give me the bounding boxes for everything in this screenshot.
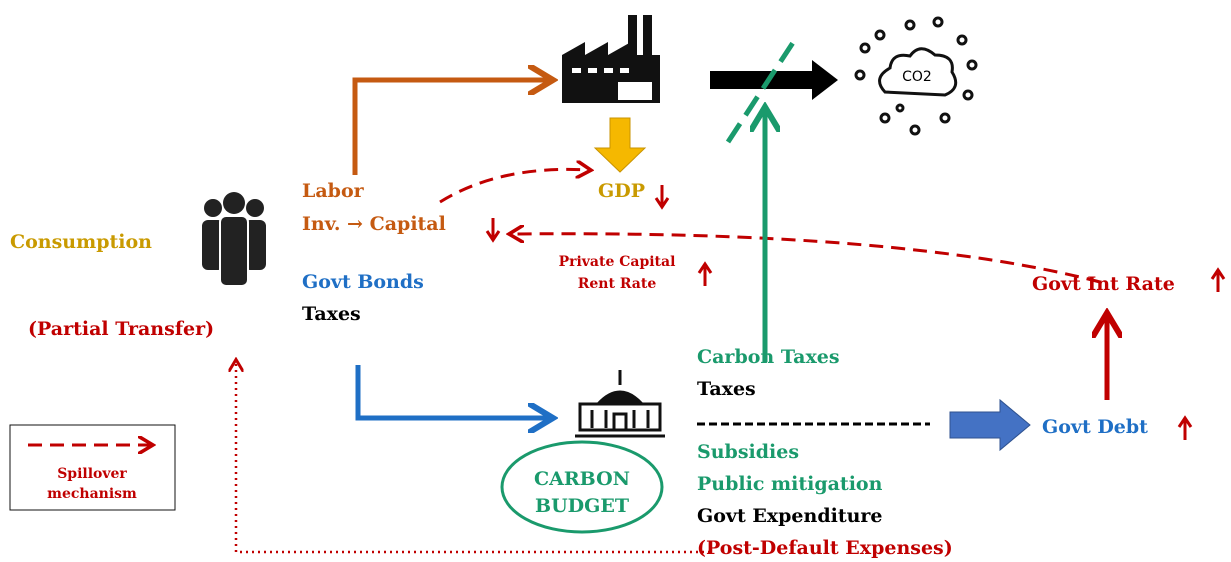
gdp-label: GDP <box>598 180 645 202</box>
spending-label: Public mitigation <box>697 473 883 495</box>
arrows-part <box>352 80 548 175</box>
people-icon-part <box>202 220 224 270</box>
government-building-icon-part <box>594 390 646 406</box>
arrows-part <box>949 398 1031 452</box>
arrows-part <box>1177 416 1193 442</box>
people-icon-part <box>246 199 264 217</box>
co2-cloud-icon-part <box>932 16 944 28</box>
co2-cloud-icon-part <box>859 42 871 54</box>
arrows-part <box>812 60 838 100</box>
arrows-part <box>355 365 548 418</box>
arrows-part <box>1210 268 1226 294</box>
carbon-budget-ellipse <box>500 440 664 534</box>
legend-label: mechanism <box>47 486 137 502</box>
people-icon-part <box>219 215 249 287</box>
arrows-part <box>654 183 670 209</box>
factory-icon <box>562 15 660 103</box>
co2-cloud-icon-part <box>895 103 905 113</box>
co2-cloud-icon-part <box>878 47 958 97</box>
arrows-part <box>697 262 713 288</box>
carbon-budget-label: BUDGET <box>535 495 629 517</box>
co2-cloud-icon-part <box>962 89 974 101</box>
revenue-label: Carbon Taxes <box>697 346 840 368</box>
govt-int-rate-label: Govt Int Rate <box>1032 273 1175 295</box>
co2-cloud-icon-part <box>874 29 886 41</box>
co2-cloud-icon-part <box>966 59 978 71</box>
co2-label: CO2 <box>902 69 932 85</box>
people-icon-part <box>244 220 266 270</box>
arrows <box>236 36 1226 554</box>
spending-label: Govt Expenditure <box>697 505 883 527</box>
legend-label: Spillover <box>57 466 127 482</box>
factory-icon-part <box>572 68 581 73</box>
co2-cloud-icon-part <box>904 19 916 31</box>
consumption-label: Consumption <box>10 231 152 253</box>
legend-box <box>9 424 176 511</box>
co2-cloud-icon <box>854 16 978 136</box>
people-icon-part <box>204 199 222 217</box>
factory-icon-part <box>628 15 637 60</box>
arrows-part <box>439 169 588 204</box>
carbon-budget-label: CARBON <box>534 468 630 490</box>
factory-icon-part <box>604 68 613 73</box>
spending-label: Subsidies <box>697 441 799 463</box>
capital-label: Inv. → Capital <box>302 213 446 235</box>
revenue-label: Taxes <box>697 378 756 400</box>
people-icon-part <box>223 192 245 214</box>
government-building-icon-part <box>612 412 628 432</box>
factory-icon-part <box>643 15 652 60</box>
arrows-part <box>725 36 799 144</box>
spending-label: (Post-Default Expenses) <box>697 537 953 559</box>
partial-transfer-label: (Partial Transfer) <box>28 318 214 340</box>
labor-label: Labor <box>302 180 365 202</box>
arrows-part <box>485 216 501 242</box>
govt-debt-label: Govt Debt <box>1042 416 1148 438</box>
govt-bonds-label: Govt Bonds <box>302 271 424 293</box>
co2-cloud-icon-part <box>854 69 866 81</box>
co2-cloud-icon-part <box>956 34 968 46</box>
rent-rate-label: Rent Rate <box>578 276 657 292</box>
taxes-label: Taxes <box>302 303 361 325</box>
arrows-part <box>236 362 710 554</box>
factory-icon-part <box>618 82 652 100</box>
co2-cloud-icon-part <box>879 112 891 124</box>
arrows-part <box>593 117 647 173</box>
factory-icon-part <box>620 68 629 73</box>
co2-cloud-icon-part <box>939 112 951 124</box>
factory-icon-part <box>588 68 597 73</box>
co2-cloud-icon-part <box>909 124 921 136</box>
rent-rate-label: Private Capital <box>559 254 676 270</box>
people-icon <box>202 192 266 287</box>
arrows-part <box>512 234 1101 284</box>
government-building-icon <box>575 370 665 438</box>
